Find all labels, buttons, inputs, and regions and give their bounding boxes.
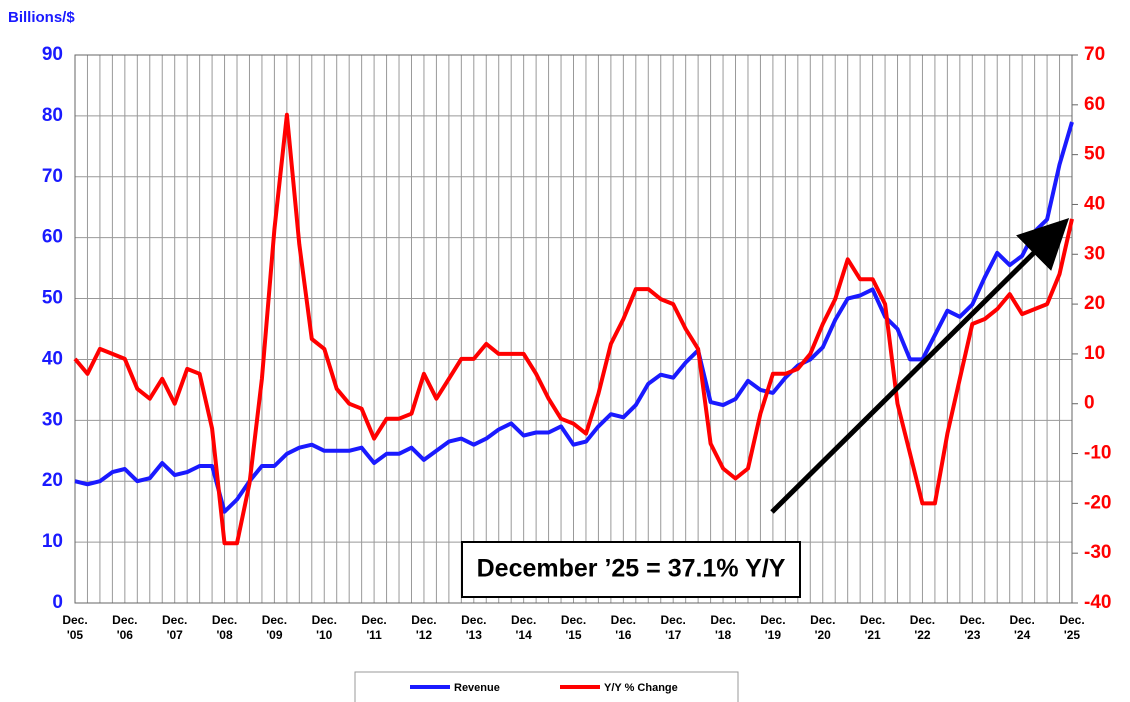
x-tick-label: Dec. '12 xyxy=(411,613,436,642)
x-tick-label: Dec. '07 xyxy=(162,613,187,642)
plot-frame xyxy=(74,54,1073,604)
y-tick-label: 70 xyxy=(42,166,63,187)
series-line xyxy=(73,112,1074,546)
y-tick-label: 90 xyxy=(42,44,63,65)
x-tick-label: Dec. '05 xyxy=(62,613,87,642)
y2-tick-label: -40 xyxy=(1084,592,1111,613)
y-tick-label: 30 xyxy=(42,409,63,430)
trend-arrow xyxy=(770,217,1070,514)
y2-tick-label: 40 xyxy=(1084,193,1105,214)
lines xyxy=(73,112,1074,546)
y-tick-label: 80 xyxy=(42,105,63,126)
x-tick-label: Dec. '14 xyxy=(511,613,536,642)
y2-tick-label: 50 xyxy=(1084,144,1105,165)
y-tick-label: 20 xyxy=(42,470,63,491)
y2-tick-label: 30 xyxy=(1084,243,1105,264)
y2-tick-label: -10 xyxy=(1084,443,1111,464)
y2-tick-label: 60 xyxy=(1084,94,1105,115)
x-tick-label: Dec. '15 xyxy=(561,613,586,642)
x-tick-label: Dec. '20 xyxy=(810,613,835,642)
x-tick-label: Dec. '19 xyxy=(760,613,785,642)
x-tick-label: Dec. '08 xyxy=(212,613,237,642)
y-tick-label: 10 xyxy=(42,531,63,552)
y-tick-label: 40 xyxy=(42,348,63,369)
legend-label: Y/Y % Change xyxy=(604,682,678,694)
grid xyxy=(74,54,1073,604)
x-tick-label: Dec. '16 xyxy=(611,613,636,642)
y2-tick-label: -30 xyxy=(1084,542,1111,563)
x-tick-label: Dec. '06 xyxy=(112,613,137,642)
x-tick-label: Dec. '18 xyxy=(710,613,735,642)
annotation: December ’25 = 37.1% Y/Y xyxy=(477,555,786,583)
y2-tick-label: -20 xyxy=(1084,492,1111,513)
y-axis-title: Billions/$ xyxy=(8,9,75,26)
x-tick-label: Dec. '09 xyxy=(262,613,287,642)
y2-tick-label: 0 xyxy=(1084,393,1095,414)
x-tick-label: Dec. '11 xyxy=(361,613,386,642)
x-tick-label: Dec. '24 xyxy=(1009,613,1034,642)
x-tick-label: Dec. '21 xyxy=(860,613,885,642)
y-tick-label: 0 xyxy=(52,592,63,613)
x-tick-label: Dec. '23 xyxy=(960,613,985,642)
y2-tick-label: 10 xyxy=(1084,343,1105,364)
y2-tick-label: 20 xyxy=(1084,293,1105,314)
x-tick-label: Dec. '13 xyxy=(461,613,486,642)
x-tick-label: Dec. '10 xyxy=(312,613,337,642)
y-tick-label: 60 xyxy=(42,227,63,248)
y-tick-label: 50 xyxy=(42,288,63,309)
series-line xyxy=(74,121,1074,514)
annotation-box xyxy=(461,541,801,598)
x-tick-label: Dec. '22 xyxy=(910,613,935,642)
legend-label: Revenue xyxy=(454,682,500,694)
x-tick-label: Dec. '25 xyxy=(1059,613,1084,642)
x-tick-label: Dec. '17 xyxy=(661,613,686,642)
y2-tick-label: 70 xyxy=(1084,44,1105,65)
legend-items: Revenue Y/Y % Change xyxy=(410,682,678,694)
